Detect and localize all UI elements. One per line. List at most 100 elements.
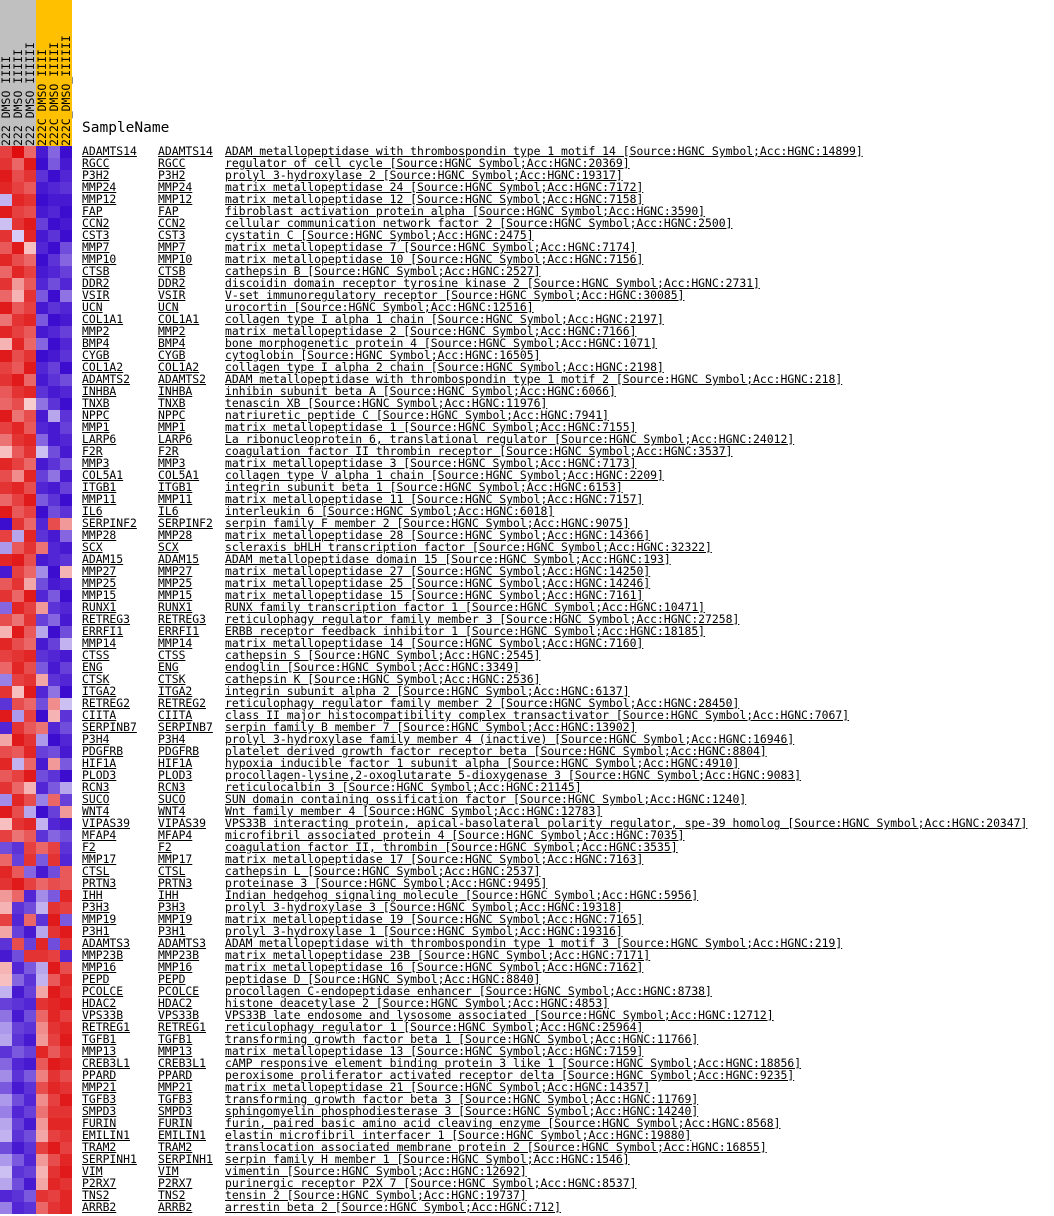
heatmap-cell: [60, 806, 72, 818]
gene-description: matrix metallopeptidase 10 [Source:HGNC …: [225, 252, 644, 266]
table-row: MMP25 MMP25 matrix metallopeptidase 25 [So…: [0, 576, 1054, 590]
heatmap-cell: [12, 302, 24, 314]
gene-id: PLOD3: [82, 768, 117, 782]
heatmap-cell: [24, 458, 36, 470]
heatmap-cell: [24, 782, 36, 794]
gene-description: arrestin beta 2 [Source:HGNC Symbol;Acc:…: [225, 1200, 562, 1214]
heatmap-cell: [12, 662, 24, 674]
gene-description: RUNX family transcription factor 1 [Sour…: [225, 600, 706, 614]
heatmap-cell: [12, 614, 24, 626]
heatmap-cell: [0, 410, 12, 422]
gene-description: discoidin domain receptor tyrosine kinas…: [225, 276, 760, 290]
heatmap-cell: [12, 590, 24, 602]
gene-symbol: CTSB: [158, 264, 186, 278]
gene-description: matrix metallopeptidase 25 [Source:HGNC …: [225, 576, 651, 590]
sample-label-5: 222C_DMSO_IIIII: [47, 0, 61, 146]
heatmap-cell: [0, 266, 12, 278]
heatmap-cell: [60, 206, 72, 218]
table-row: HIF1A HIF1A hypoxia inducible factor 1 sub…: [0, 757, 1054, 770]
heatmap-cell: [36, 722, 48, 734]
heatmap-cell: [12, 338, 24, 350]
gene-description: elastin microfibril interfacer 1 [Source…: [225, 1128, 692, 1142]
heatmap-cell: [60, 1046, 72, 1058]
gene-description: cellular communication network factor 2 …: [225, 216, 733, 230]
heatmap-cell: [0, 362, 12, 374]
table-row: CTSS CTSS cathepsin S [Source:HGNC Symbol;…: [0, 649, 1054, 662]
heatmap-cell: [48, 962, 60, 974]
gene-symbol: HDAC2: [158, 996, 193, 1010]
heatmap-cell: [48, 866, 60, 878]
heatmap-cell: [36, 302, 48, 314]
gene-id: EMILIN1: [82, 1128, 131, 1142]
table-row: MMP23B MMP23B matrix metallopeptidase 23B …: [0, 949, 1054, 962]
heatmap-cell: [36, 962, 48, 974]
heatmap-cell: [48, 302, 60, 314]
heatmap-cell: [12, 1082, 24, 1094]
gene-symbol: F2: [158, 840, 172, 854]
heatmap-cell: [0, 254, 12, 266]
heatmap-cell: [0, 806, 12, 818]
gene-symbol: MMP21: [158, 1080, 193, 1094]
heatmap-cell: [0, 566, 12, 578]
table-row: PEPD PEPD peptidase D [Source:HGNC Symbol;…: [0, 973, 1054, 986]
heatmap-cell: [12, 782, 24, 794]
heatmap-cell: [12, 998, 24, 1010]
gene-symbol: CYGB: [158, 348, 186, 362]
heatmap-cell: [24, 1166, 36, 1178]
heatmap-cell: [60, 530, 72, 542]
heatmap-cell: [48, 782, 60, 794]
table-row: ERRFI1 ERRFI1 ERBB receptor feedback inhib…: [0, 625, 1054, 638]
gene-symbol: MMP11: [158, 492, 193, 506]
gene-id: MMP10: [82, 252, 117, 266]
heatmap-cell: [24, 302, 36, 314]
heatmap-cell: [12, 566, 24, 578]
heatmap-cell: [36, 194, 48, 206]
heatmap-cell: [24, 758, 36, 770]
gene-description: VPS33B late endosome and lysosome associ…: [225, 1008, 774, 1022]
heatmap-cell: [12, 722, 24, 734]
heatmap-cell: [36, 1106, 48, 1118]
gene-id: CYGB: [82, 348, 110, 362]
heatmap-cell: [24, 710, 36, 722]
table-row: MMP16 MMP16 matrix metallopeptidase 16 [So…: [0, 961, 1054, 974]
gene-description: cystatin C [Source:HGNC Symbol;Acc:HGNC:…: [225, 228, 534, 242]
heatmap-cell: [60, 1190, 72, 1202]
gene-symbol: EMILIN1: [158, 1128, 207, 1142]
gene-id: MMP14: [82, 636, 117, 650]
heatmap-cell: [12, 842, 24, 854]
heatmap-cell: [48, 1118, 60, 1130]
heatmap-cell: [12, 1106, 24, 1118]
heatmap-cell: [0, 734, 12, 746]
heatmap-cell: [48, 494, 60, 506]
gene-symbol: CREB3L1: [158, 1056, 207, 1070]
table-row: CTSK CTSK cathepsin K [Source:HGNC Symbol;…: [0, 673, 1054, 686]
heatmap-cell: [24, 1106, 36, 1118]
heatmap-cell: [48, 530, 60, 542]
heatmap-cell: [36, 878, 48, 890]
heatmap-cell: [0, 422, 12, 434]
heatmap-cell: [0, 398, 12, 410]
heatmap-cell: [24, 542, 36, 554]
heatmap-cell: [36, 770, 48, 782]
heatmap-cell: [24, 1094, 36, 1106]
gene-id: TNXB: [82, 396, 110, 410]
gene-id: MMP7: [82, 240, 110, 254]
gene-id: SERPINH1: [82, 1152, 137, 1166]
gene-symbol: SMPD3: [158, 1104, 193, 1118]
heatmap-cell: [48, 410, 60, 422]
table-row: MMP7 MMP7 matrix metallopeptidase 7 [Sourc…: [0, 240, 1054, 254]
gene-symbol: DDR2: [158, 276, 186, 290]
gene-symbol: INHBA: [158, 384, 193, 398]
heatmap-cell: [36, 998, 48, 1010]
gene-description: peroxisome proliferator activated recept…: [225, 1068, 795, 1082]
table-row: LARP6 LARP6 La ribonucleoprotein 6, transl…: [0, 433, 1054, 446]
heatmap-cell: [12, 170, 24, 182]
gene-symbol: FURIN: [158, 1116, 193, 1130]
heatmap-cell: [36, 1046, 48, 1058]
heatmap-cell: [36, 278, 48, 290]
heatmap-cell: [12, 1070, 24, 1082]
table-row: PPARD PPARD peroxisome proliferator activa…: [0, 1068, 1054, 1082]
heatmap-cell: [36, 458, 48, 470]
heatmap-cell: [48, 422, 60, 434]
heatmap-cell: [36, 470, 48, 482]
